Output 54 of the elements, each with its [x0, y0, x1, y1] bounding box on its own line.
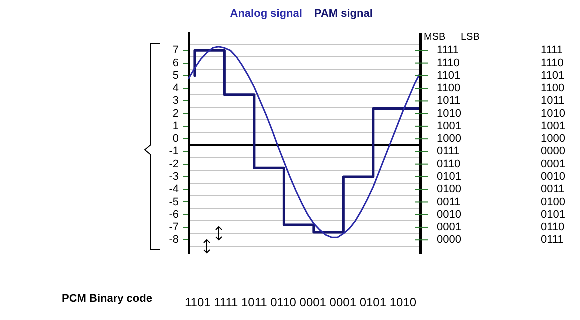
- text: 0001: [437, 222, 462, 234]
- y-tick-label: 5: [172, 70, 179, 82]
- y-tick-label: -3: [169, 170, 179, 183]
- text: 0100: [541, 196, 566, 208]
- text: 1011: [541, 95, 565, 108]
- text: 1101 1111 1011 0110 0001 0001 0101 1010: [185, 295, 417, 310]
- text: 0011: [541, 184, 565, 196]
- text: 1001: [437, 120, 462, 132]
- y-tick-label: -5: [169, 196, 179, 208]
- y-tick-label: -2: [169, 158, 179, 170]
- text: 0110: [437, 158, 461, 170]
- text: 1001: [541, 120, 566, 132]
- y-tick-label: -4: [169, 184, 179, 196]
- text: PAM signal: [314, 8, 373, 20]
- text: 0101: [437, 170, 462, 183]
- y-tick-label: 6: [172, 57, 179, 70]
- y-tick-label: -6: [169, 208, 179, 221]
- text: 1011: [437, 95, 461, 108]
- text: 0111: [437, 146, 460, 158]
- text: 0001: [541, 158, 566, 170]
- text: 1100: [541, 82, 565, 95]
- text: 1101: [541, 70, 565, 82]
- text: 1110: [437, 57, 460, 70]
- text: PCM Binary code: [62, 293, 152, 306]
- y-tick-label: 2: [172, 108, 179, 120]
- y-tick-label: 4: [172, 82, 179, 95]
- y-tick-label: 3: [172, 95, 179, 108]
- y-tick-label: -8: [169, 234, 179, 246]
- text: Analog signal: [230, 8, 302, 20]
- y-tick-label: -7: [169, 222, 179, 234]
- text: 1010: [541, 108, 566, 120]
- y-tick-label: 7: [172, 44, 179, 57]
- y-tick-label: 0: [172, 133, 179, 146]
- y-tick-label: 1: [172, 120, 179, 132]
- text: 1000: [437, 133, 462, 146]
- text: 1111: [437, 44, 460, 57]
- text: 0010: [541, 170, 566, 183]
- text: 1100: [437, 82, 461, 95]
- text: 1000: [541, 133, 566, 146]
- text: 1110: [541, 57, 564, 70]
- text: LSB: [461, 32, 480, 43]
- text: 0100: [437, 184, 462, 196]
- text: 0110: [541, 222, 565, 234]
- text: 1111: [541, 44, 564, 57]
- text: 0000: [541, 146, 566, 158]
- text: 0011: [437, 196, 461, 208]
- text: 0111: [541, 234, 564, 246]
- text: 0101: [541, 208, 566, 221]
- text: 0010: [437, 208, 462, 221]
- text: 1101: [437, 70, 461, 82]
- text: 1010: [437, 108, 462, 120]
- text: MSB: [424, 32, 446, 43]
- text: 0000: [437, 234, 462, 246]
- y-tick-label: -1: [169, 146, 179, 158]
